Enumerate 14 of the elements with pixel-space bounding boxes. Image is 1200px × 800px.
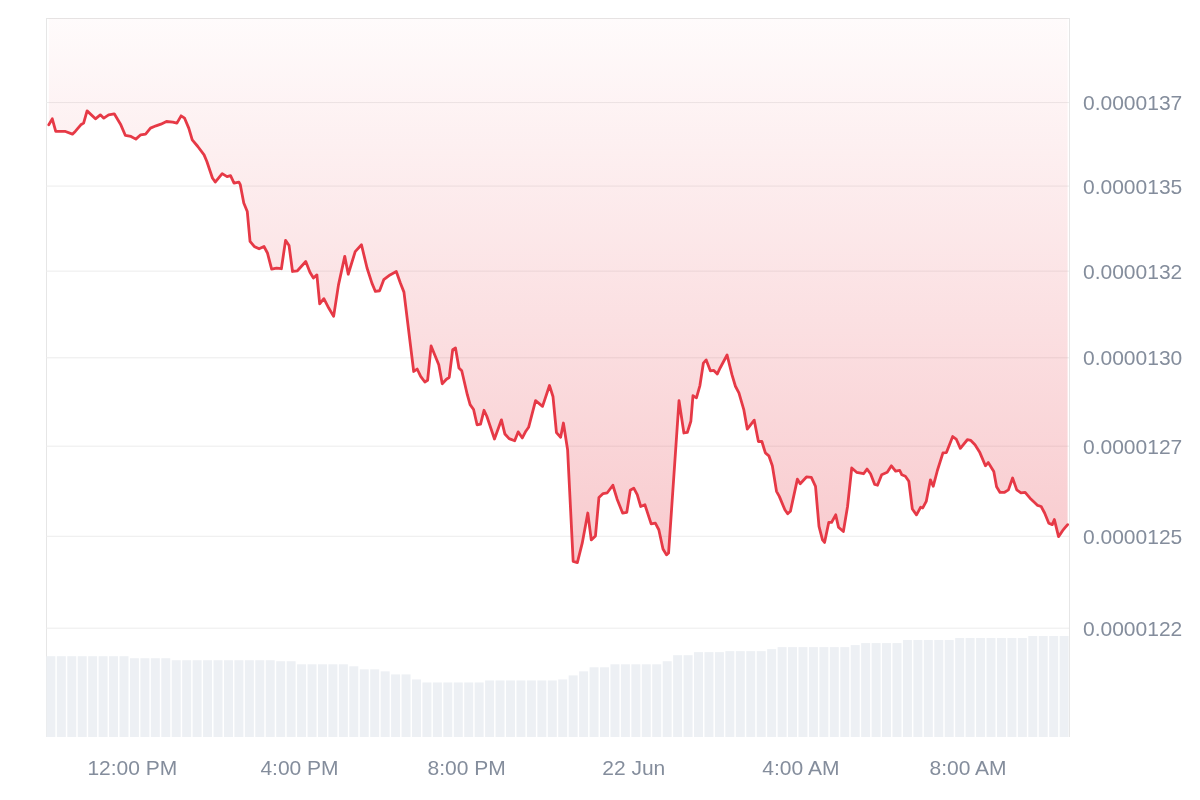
x-tick-label: 4:00 AM (762, 756, 840, 779)
y-tick-label: 0.0000132 (1083, 259, 1183, 283)
x-tick-label: 8:00 PM (427, 756, 506, 779)
x-tick-label: 8:00 AM (929, 756, 1007, 779)
x-tick-label: 22 Jun (602, 756, 666, 779)
bar (46, 656, 56, 737)
x-tick-label: 4:00 PM (260, 756, 339, 779)
y-tick-label: 0.0000127 (1083, 434, 1183, 458)
y-tick-label: 0.0000135 (1083, 174, 1183, 198)
y-tick-label: 0.0000125 (1083, 524, 1183, 548)
y-tick-label: 0.0000137 (1083, 91, 1183, 115)
y-tick-label: 0.0000130 (1083, 346, 1183, 370)
x-tick-label: 12:00 PM (87, 756, 178, 779)
y-tick-label: 0.0000122 (1083, 616, 1183, 640)
